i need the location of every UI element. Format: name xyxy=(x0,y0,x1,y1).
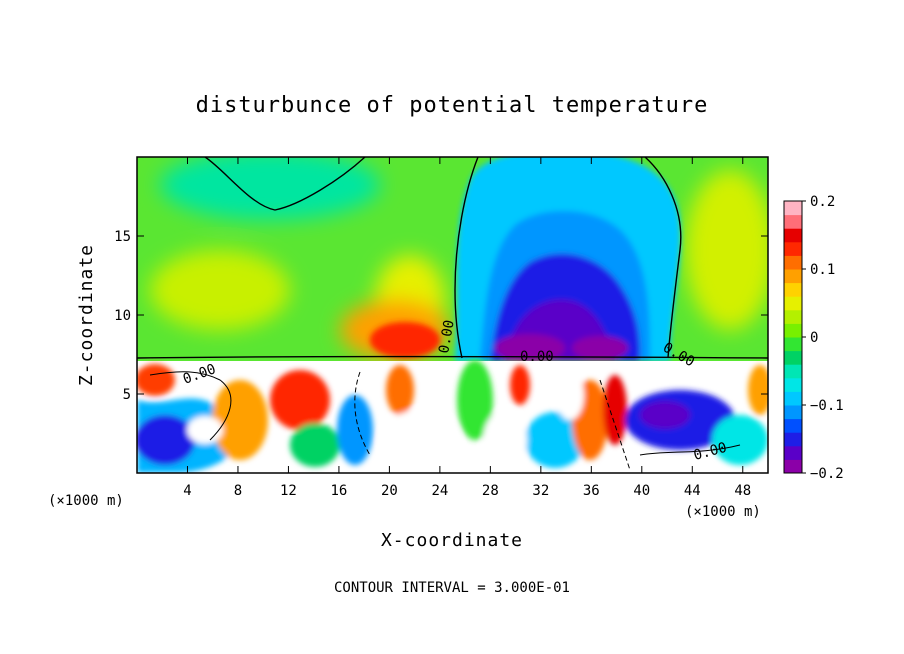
contour-lower-1 xyxy=(149,371,232,441)
y-tick-label: 5 xyxy=(123,387,131,403)
lower-mid-blue xyxy=(337,395,373,465)
colorbar-tick-label: 0.2 xyxy=(810,194,835,210)
colorbar-swatch xyxy=(784,432,802,447)
contour-lower-4 xyxy=(639,444,741,456)
colorbar-swatch xyxy=(784,296,802,311)
colorbar-swatch xyxy=(784,350,802,365)
y-tick-label: 10 xyxy=(114,308,131,324)
colorbar-tick-label: 0.1 xyxy=(810,262,835,278)
upper-right-warm xyxy=(685,170,768,330)
colorbar-swatch xyxy=(784,418,802,433)
colorbar-swatch xyxy=(784,459,802,474)
y-axis-ticks: 5 10 15 xyxy=(114,229,768,403)
colorbar-swatch xyxy=(784,337,802,352)
x-tick-label: 44 xyxy=(684,483,701,499)
x-tick-label: 16 xyxy=(330,483,347,499)
colorbar-swatch xyxy=(784,445,802,460)
lower-left-warm xyxy=(137,364,175,396)
lower-center-green xyxy=(457,360,493,440)
lower-right-cyan xyxy=(712,415,768,465)
cold-plume-core-2 xyxy=(495,334,565,362)
lower-left-blue xyxy=(137,415,195,465)
colorbar-tick-label: 0 xyxy=(810,330,818,346)
warm-anomaly-core xyxy=(370,322,440,358)
y-axis-label: Z-coordinate xyxy=(76,244,97,386)
lower-white-4 xyxy=(556,370,584,420)
colorbar-swatch xyxy=(784,377,802,392)
colorbar-swatch xyxy=(784,241,802,256)
contour-plume-left xyxy=(454,157,479,359)
contour-lower-3 xyxy=(599,379,631,471)
x-axis-ticks: 4 8 12 16 20 24 28 32 36 40 44 48 xyxy=(183,157,751,499)
contour-interface xyxy=(137,355,768,359)
lower-center-blue xyxy=(525,412,585,468)
colorbar-swatch xyxy=(784,323,802,338)
x-tick-label: 32 xyxy=(532,483,549,499)
lower-white-1 xyxy=(187,416,223,444)
contour-label-2: 0.00 xyxy=(436,319,458,355)
x-tick-label: 28 xyxy=(482,483,499,499)
lower-right-purple xyxy=(640,401,690,429)
cold-plume-core-3 xyxy=(572,336,628,360)
x-tick-label: 48 xyxy=(734,483,751,499)
colorbar-tick-label: −0.2 xyxy=(810,466,844,482)
zero-contours xyxy=(137,157,768,471)
colorbar-ticks: 0.2 0.1 0 −0.1 −0.2 xyxy=(802,194,844,482)
x-tick-label: 4 xyxy=(183,483,191,499)
lower-right-warm xyxy=(603,375,627,445)
colorbar-swatch xyxy=(784,214,802,229)
colorbar-swatch xyxy=(784,405,802,420)
x-tick-label: 12 xyxy=(280,483,297,499)
x-tick-label: 40 xyxy=(633,483,650,499)
x-tick-label: 8 xyxy=(234,483,242,499)
lower-warm-col xyxy=(386,365,414,415)
x-unit-left: (×1000 m) xyxy=(48,493,124,509)
chart-title: disturbunce of potential temperature xyxy=(196,93,709,118)
heatmap-field: 0.00 0.00 0.00 0.00 0.00 xyxy=(137,157,768,473)
x-unit-right: (×1000 m) xyxy=(685,504,761,520)
contour-lower-2 xyxy=(354,371,371,456)
lower-mid-warm-1 xyxy=(212,380,268,460)
colorbar-swatch xyxy=(784,269,802,284)
contour-upper-left xyxy=(204,157,366,211)
x-tick-label: 24 xyxy=(431,483,448,499)
colorbar xyxy=(783,200,803,474)
y-tick-label: 15 xyxy=(114,229,131,245)
contour-plume-right xyxy=(644,157,682,359)
colorbar-swatch xyxy=(784,228,802,243)
x-axis-label: X-coordinate xyxy=(381,530,523,551)
colorbar-tick-label: −0.1 xyxy=(810,398,844,414)
lower-white-3 xyxy=(483,410,527,470)
lower-mid-warm-2 xyxy=(270,370,330,430)
x-tick-label: 20 xyxy=(381,483,398,499)
colorbar-swatch xyxy=(784,255,802,270)
contour-label-3: 0.00 xyxy=(520,349,554,365)
lower-center-warm xyxy=(510,365,530,405)
contour-interval: CONTOUR INTERVAL = 3.000E-01 xyxy=(334,580,570,596)
x-tick-label: 36 xyxy=(583,483,600,499)
colorbar-swatch xyxy=(784,282,802,297)
colorbar-swatch xyxy=(784,201,802,216)
lower-mid-green xyxy=(290,423,340,467)
upper-left-warm-band xyxy=(150,250,290,330)
lower-white-2 xyxy=(380,410,460,470)
colorbar-swatch xyxy=(784,364,802,379)
lower-right-warm-edge xyxy=(748,365,768,415)
colorbar-swatch xyxy=(784,391,802,406)
upper-left-slight-cold xyxy=(160,157,380,220)
colorbar-swatch xyxy=(784,309,802,324)
